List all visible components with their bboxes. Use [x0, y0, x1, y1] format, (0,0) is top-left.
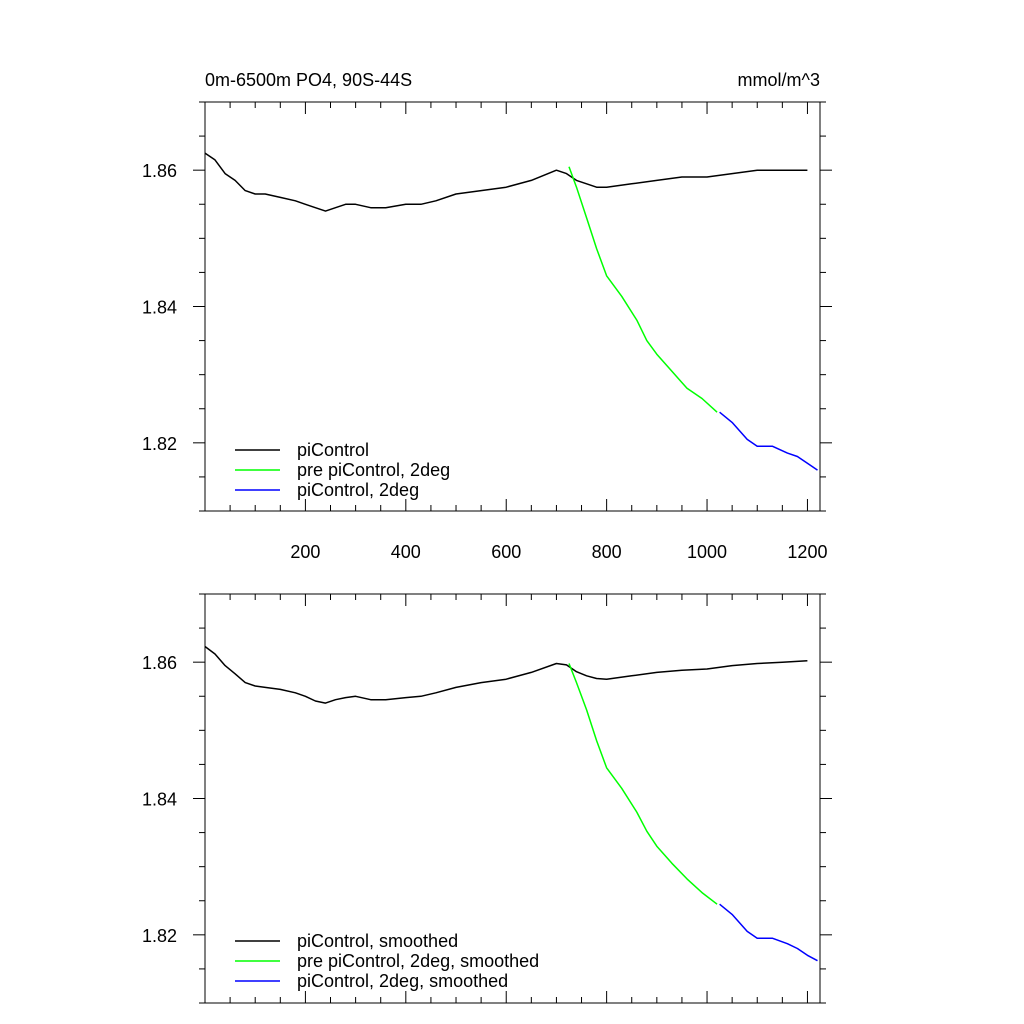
y-tick-label: 1.84 — [142, 790, 177, 810]
chart-title: 0m-6500m PO4, 90S-44S — [205, 70, 412, 90]
series-line-1 — [204, 645, 808, 704]
legend-label: piControl, smoothed — [297, 931, 458, 951]
series-line-3 — [719, 903, 818, 962]
y-tick-label: 1.86 — [142, 653, 177, 673]
legend-label: piControl, 2deg — [297, 480, 419, 500]
y-tick-label: 1.82 — [142, 926, 177, 946]
legend-label: piControl, 2deg, smoothed — [297, 971, 508, 991]
x-tick-label: 1200 — [787, 542, 827, 562]
chart-units: mmol/m^3 — [738, 70, 820, 90]
legend-label: pre piControl, 2deg — [297, 460, 450, 480]
series-line-1 — [204, 152, 808, 212]
series-line-2 — [568, 166, 718, 413]
x-tick-label: 800 — [592, 542, 622, 562]
x-tick-label: 600 — [491, 542, 521, 562]
x-tick-label: 200 — [290, 542, 320, 562]
y-tick-label: 1.86 — [142, 161, 177, 181]
y-tick-label: 1.82 — [142, 434, 177, 454]
x-tick-label: 400 — [391, 542, 421, 562]
x-tick-label: 1000 — [687, 542, 727, 562]
y-tick-label: 1.84 — [142, 298, 177, 318]
legend-label: pre piControl, 2deg, smoothed — [297, 951, 539, 971]
legend-label: piControl — [297, 440, 369, 460]
series-line-2 — [568, 663, 718, 905]
series-line-3 — [719, 411, 818, 471]
top-panel: 1.82 1.84 1.86 200 400 600 800 1000 1200 piContro… — [142, 101, 832, 562]
